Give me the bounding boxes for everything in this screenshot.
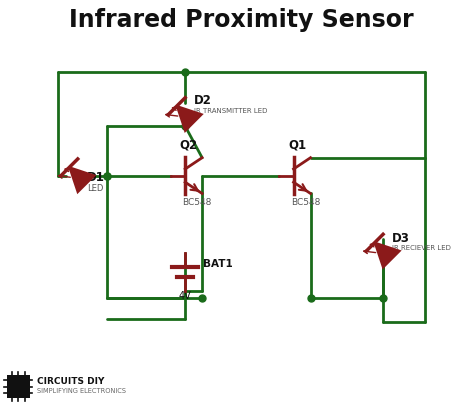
Text: Infrared Proximity Sensor: Infrared Proximity Sensor: [69, 8, 414, 32]
FancyBboxPatch shape: [7, 375, 30, 398]
Text: BAT1: BAT1: [203, 260, 233, 270]
Text: D1: D1: [87, 171, 105, 184]
Text: Q1: Q1: [288, 138, 306, 151]
Polygon shape: [69, 167, 94, 192]
Polygon shape: [177, 106, 202, 131]
Text: IR RECIEVER LED: IR RECIEVER LED: [392, 245, 450, 251]
Text: Q2: Q2: [180, 138, 198, 151]
Text: CIRCUITS DIY: CIRCUITS DIY: [36, 377, 104, 386]
Text: SIMPLIFYING ELECTRONICS: SIMPLIFYING ELECTRONICS: [36, 388, 126, 394]
Text: IR TRANSMITTER LED: IR TRANSMITTER LED: [194, 108, 267, 114]
Text: D3: D3: [392, 231, 410, 245]
Text: D2: D2: [194, 94, 211, 107]
Polygon shape: [375, 243, 400, 268]
Text: BC548: BC548: [182, 198, 211, 207]
Text: 4V: 4V: [179, 291, 191, 301]
Text: LED: LED: [87, 184, 103, 193]
Text: BC548: BC548: [291, 198, 320, 207]
